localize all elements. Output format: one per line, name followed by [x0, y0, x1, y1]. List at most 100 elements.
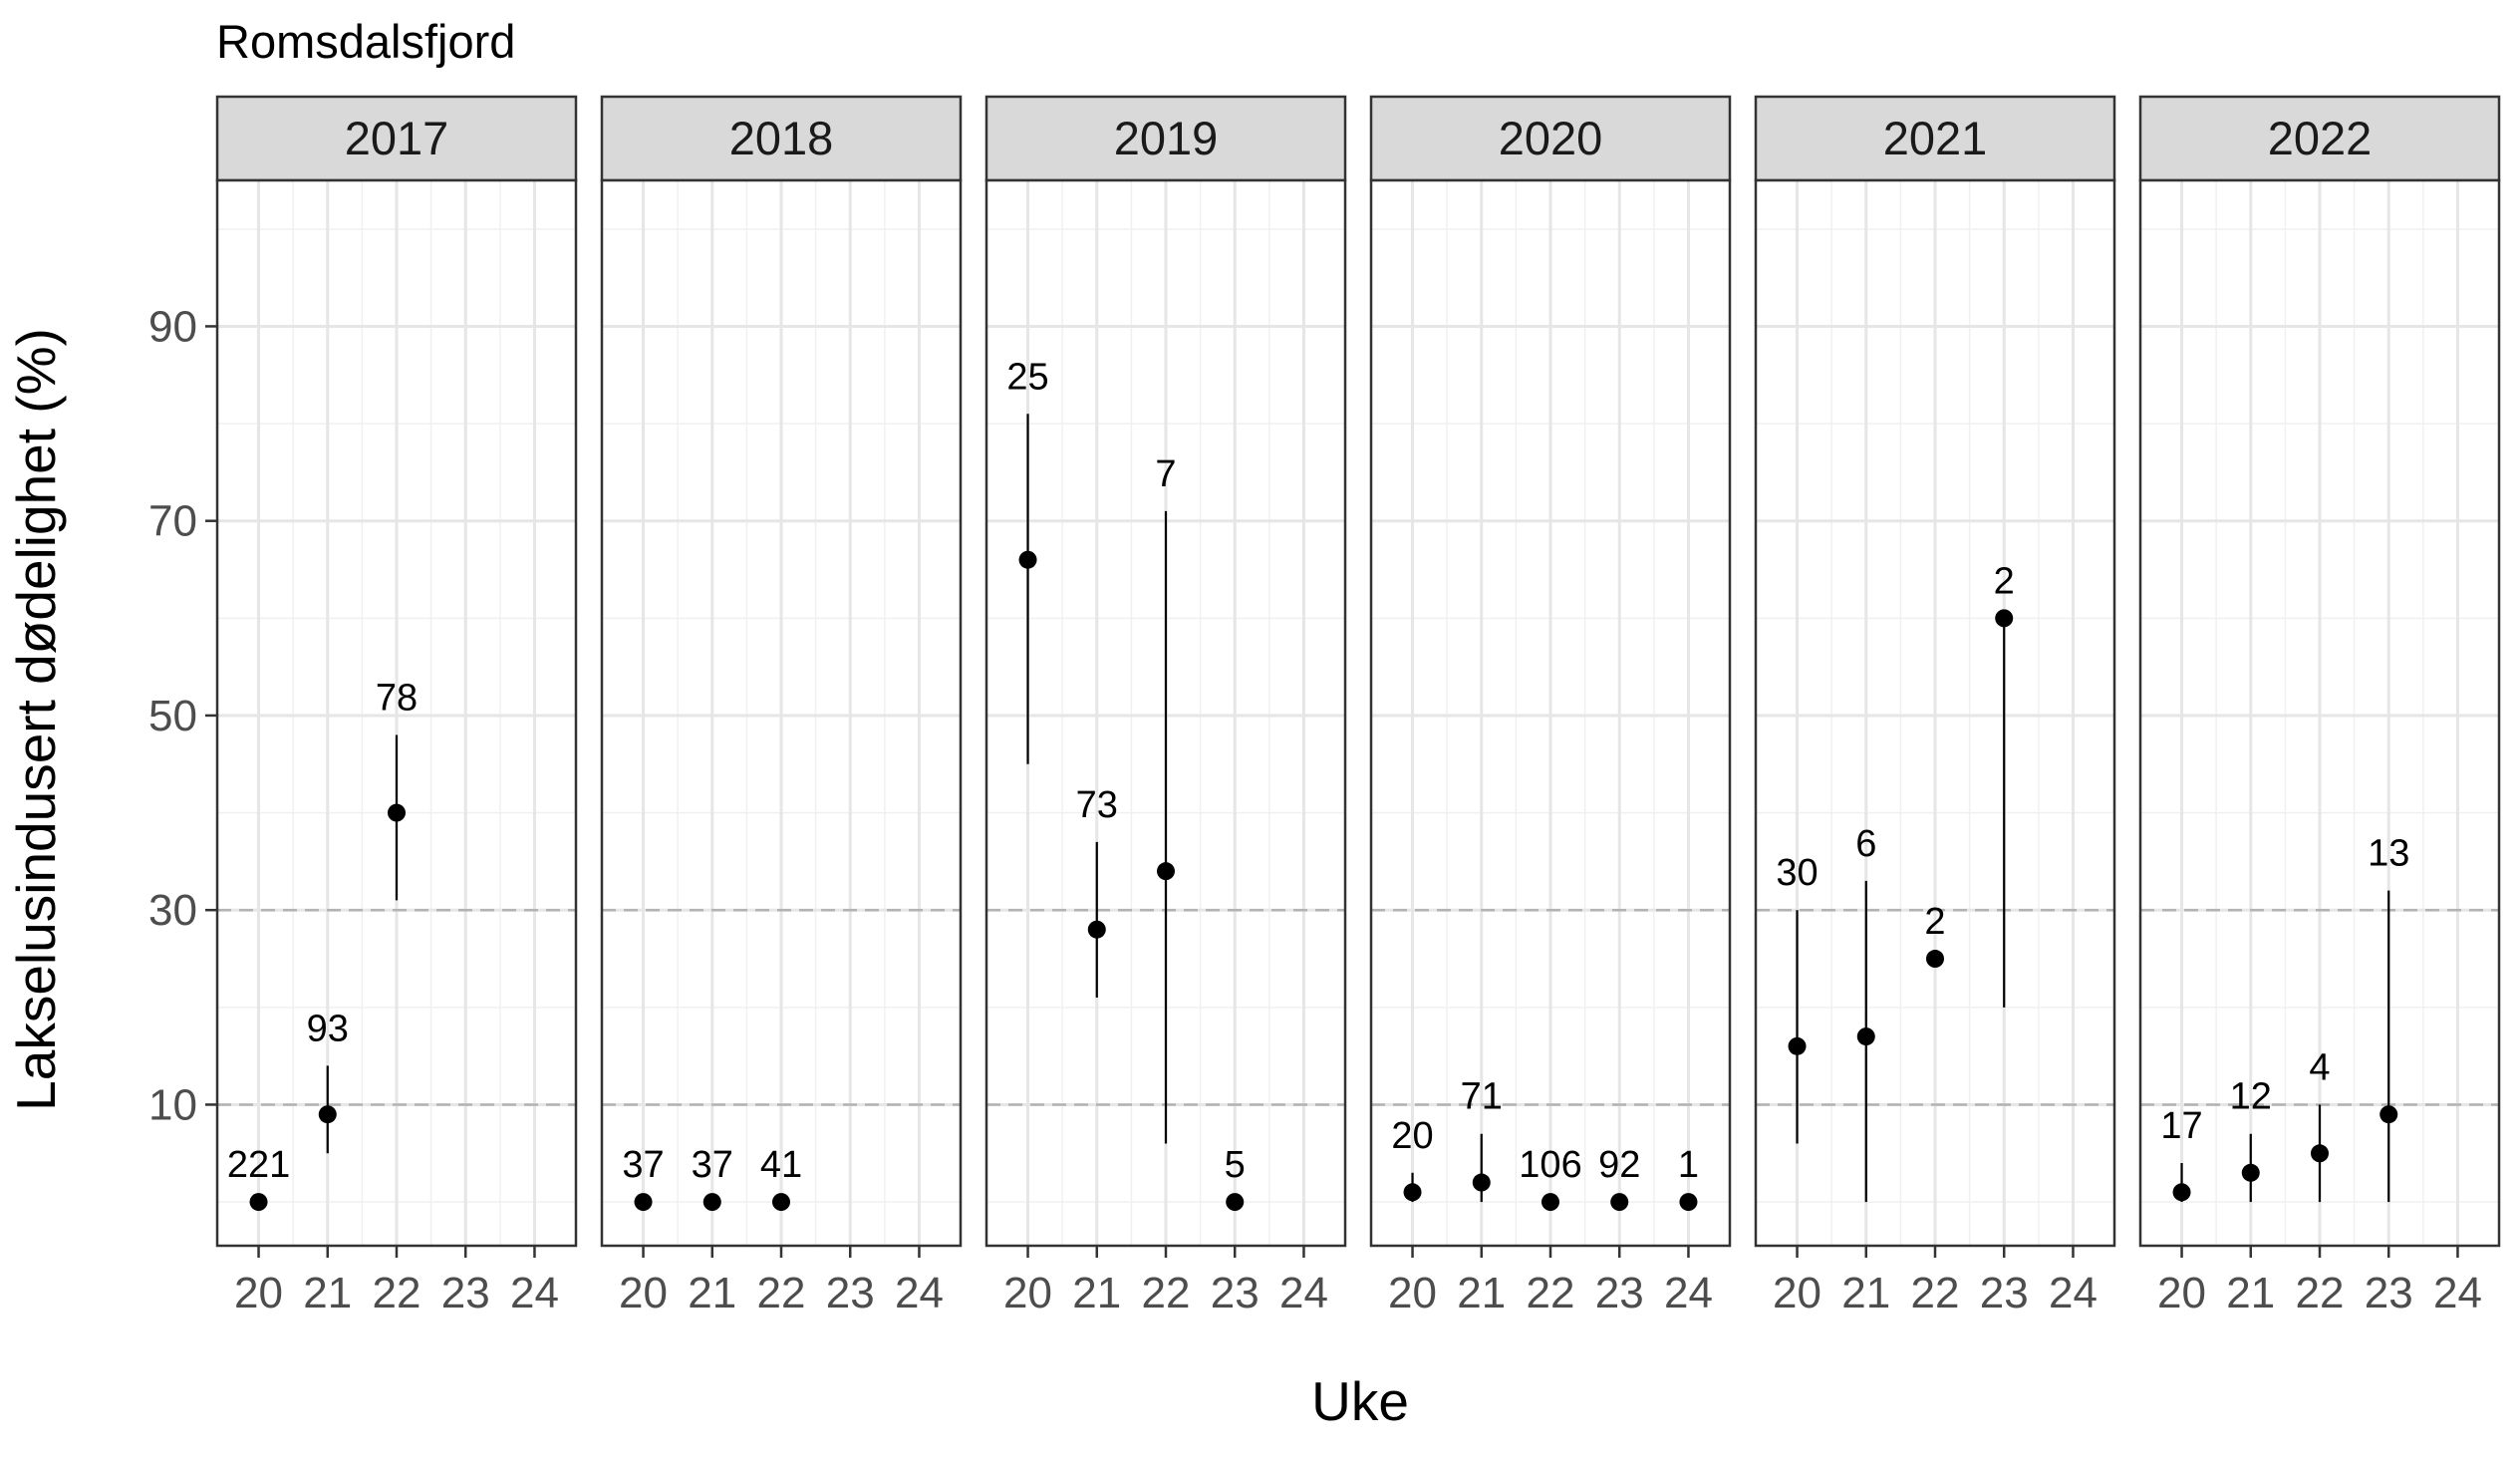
- facet-strip: [1754, 95, 2116, 182]
- data-label: 37: [692, 1144, 733, 1186]
- data-point: [1157, 862, 1175, 881]
- x-tick-label: 22: [757, 1269, 806, 1317]
- data-label: 71: [1461, 1076, 1503, 1118]
- facet-strip: [600, 95, 963, 182]
- data-label: 73: [1076, 784, 1118, 826]
- x-tick-label: 20: [1003, 1269, 1052, 1317]
- x-tick-label: 20: [619, 1269, 668, 1317]
- data-point: [1926, 950, 1944, 969]
- data-label: 78: [376, 677, 418, 719]
- x-tick-label: 22: [2296, 1269, 2345, 1317]
- data-label: 17: [2160, 1105, 2202, 1147]
- x-tick-label: 20: [234, 1269, 283, 1317]
- data-label: 6: [1855, 823, 1876, 865]
- data-point: [634, 1193, 653, 1212]
- data-point: [1226, 1193, 1245, 1212]
- x-tick-label: 22: [1142, 1269, 1191, 1317]
- facet-label: 2018: [729, 112, 834, 164]
- facet-panel-2017: 2017 221 93 78 20 21 22 23 24: [215, 95, 578, 1317]
- data-point: [1856, 1027, 1875, 1046]
- data-point: [1679, 1193, 1698, 1212]
- data-label: 4: [2309, 1046, 2330, 1088]
- data-point: [1995, 609, 2014, 628]
- data-point: [2311, 1144, 2329, 1163]
- facet-strip: [215, 95, 578, 182]
- x-tick-label: 20: [2157, 1269, 2206, 1317]
- data-label: 1: [1678, 1144, 1699, 1186]
- data-label: 12: [2230, 1076, 2272, 1118]
- x-tick-label: 23: [1595, 1269, 1644, 1317]
- data-label: 30: [1776, 852, 1818, 894]
- x-tick-label: 23: [1211, 1269, 1260, 1317]
- data-point: [2172, 1183, 2191, 1202]
- data-point: [1403, 1183, 1422, 1202]
- x-tick-label: 21: [2226, 1269, 2275, 1317]
- facet-label: 2022: [2268, 112, 2373, 164]
- data-point: [1788, 1036, 1807, 1055]
- data-label: 7: [1155, 453, 1176, 495]
- x-tick-label: 21: [688, 1269, 736, 1317]
- x-tick-label: 21: [1072, 1269, 1121, 1317]
- x-tick-label: 21: [303, 1269, 352, 1317]
- x-tick-label: 21: [1841, 1269, 1890, 1317]
- data-point: [1541, 1193, 1559, 1212]
- x-tick-label: 24: [2433, 1269, 2482, 1317]
- data-label: 25: [1006, 356, 1048, 398]
- facet-label: 2017: [345, 112, 449, 164]
- x-tick-label: 22: [1911, 1269, 1960, 1317]
- y-tick-label: 10: [148, 1080, 197, 1129]
- data-label: 2: [1994, 560, 2015, 602]
- y-tick-label: 50: [148, 692, 197, 740]
- data-point: [1087, 920, 1106, 939]
- data-label: 20: [1391, 1115, 1433, 1157]
- data-label: 92: [1598, 1144, 1640, 1186]
- y-tick-label: 70: [148, 497, 197, 546]
- data-point: [1018, 550, 1037, 569]
- x-tick-label: 23: [2365, 1269, 2413, 1317]
- data-point: [702, 1193, 721, 1212]
- x-tick-label: 23: [826, 1269, 875, 1317]
- y-tick-label: 30: [148, 886, 197, 935]
- data-label: 106: [1519, 1144, 1581, 1186]
- facet-label: 2019: [1114, 112, 1219, 164]
- x-tick-label: 20: [1388, 1269, 1437, 1317]
- facet-label: 2020: [1499, 112, 1603, 164]
- data-point: [249, 1193, 268, 1212]
- facet-strip: [1369, 95, 1732, 182]
- data-label: 5: [1225, 1144, 1246, 1186]
- data-label: 93: [307, 1008, 349, 1049]
- facet-panel-2022: 2022 17 12 4 13 20 21 22 23 24: [2138, 95, 2501, 1317]
- x-tick-label: 21: [1457, 1269, 1506, 1317]
- facet-strip: [2138, 95, 2501, 182]
- x-tick-label: 20: [1773, 1269, 1821, 1317]
- y-axis: 10 30 50 70 90: [148, 302, 217, 1129]
- facet-label: 2021: [1883, 112, 1988, 164]
- data-label: 37: [622, 1144, 664, 1186]
- x-axis-label: Uke: [1311, 1370, 1409, 1432]
- x-tick-label: 23: [441, 1269, 490, 1317]
- x-tick-label: 24: [895, 1269, 944, 1317]
- data-label: 41: [760, 1144, 802, 1186]
- data-point: [1610, 1193, 1629, 1212]
- x-tick-label: 24: [1279, 1269, 1328, 1317]
- x-tick-label: 22: [373, 1269, 421, 1317]
- data-point: [772, 1193, 790, 1212]
- data-label: 2: [1924, 901, 1945, 943]
- data-point: [1472, 1173, 1491, 1192]
- y-tick-label: 90: [148, 302, 197, 351]
- data-point: [2241, 1163, 2260, 1182]
- x-tick-label: 23: [1980, 1269, 2029, 1317]
- facet-panel-2018: 2018 37 37 41 20 21 22 23 24: [600, 95, 963, 1317]
- x-tick-label: 22: [1527, 1269, 1575, 1317]
- data-label: 221: [227, 1144, 290, 1186]
- x-tick-label: 24: [2049, 1269, 2098, 1317]
- x-tick-label: 24: [510, 1269, 559, 1317]
- facet-panel-2019: 2019 25 73 7 5 20 21 22 23 24: [984, 95, 1347, 1317]
- y-axis-label: Lakselusindusert dødelighet (%): [5, 328, 67, 1111]
- x-tick-label: 24: [1664, 1269, 1713, 1317]
- data-point: [318, 1105, 337, 1124]
- chart-title: Romsdalsfjord: [216, 15, 515, 68]
